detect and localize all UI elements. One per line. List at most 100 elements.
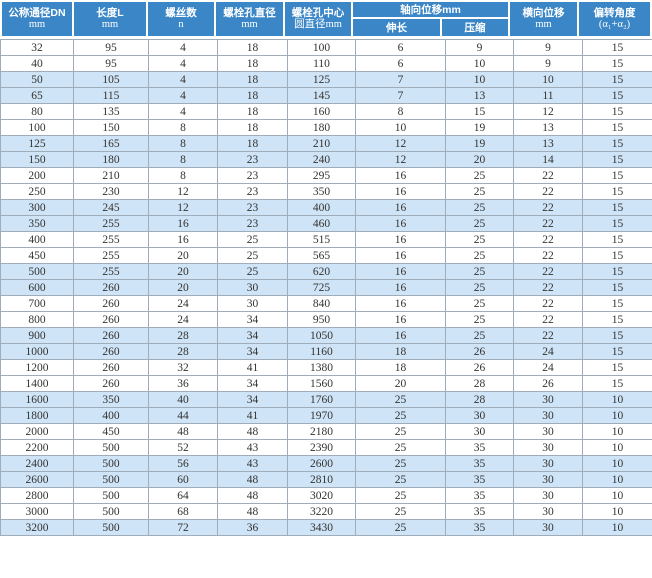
table-cell: 450	[73, 423, 149, 440]
table-cell: 25	[445, 327, 514, 344]
table-row: 1400 260 36 34 1560 20 28 26 15	[0, 375, 652, 392]
header-lateral-displacement: 横向位移 mm	[510, 2, 579, 36]
table-cell: 125	[0, 135, 74, 152]
table-cell: 700	[0, 295, 74, 312]
table-cell: 450	[0, 247, 74, 264]
header-bolt-hole-diameter-unit: mm	[241, 19, 258, 30]
table-row: 50 105 4 18 125 7 10 10 15	[0, 71, 652, 88]
table-row: 900 260 28 34 1050 16 25 22 15	[0, 327, 652, 344]
table-cell: 12	[355, 135, 446, 152]
table-cell: 10	[582, 423, 652, 440]
table-cell: 18	[217, 71, 288, 88]
table-cell: 25	[445, 167, 514, 184]
table-cell: 35	[445, 487, 514, 504]
table-cell: 35	[445, 439, 514, 456]
table-cell: 25	[445, 199, 514, 216]
table-cell: 15	[582, 279, 652, 296]
table-cell: 2000	[0, 423, 74, 440]
table-cell: 240	[287, 151, 356, 168]
table-cell: 22	[513, 199, 583, 216]
table-cell: 30	[513, 471, 583, 488]
table-cell: 25	[355, 407, 446, 424]
table-cell: 100	[287, 39, 356, 56]
table-cell: 400	[0, 231, 74, 248]
table-cell: 25	[355, 519, 446, 536]
table-cell: 840	[287, 295, 356, 312]
table-cell: 34	[217, 375, 288, 392]
table-cell: 34	[217, 311, 288, 328]
table-cell: 25	[445, 215, 514, 232]
table-cell: 10	[582, 391, 652, 408]
table-cell: 10	[513, 71, 583, 88]
table-cell: 25	[445, 183, 514, 200]
table-row: 80 135 4 18 160 8 15 12 15	[0, 103, 652, 120]
table-cell: 350	[73, 391, 149, 408]
table-cell: 8	[148, 151, 218, 168]
table-row: 32 95 4 18 100 6 9 9 15	[0, 39, 652, 56]
table-cell: 115	[73, 87, 149, 104]
header-axial-displacement-label: 轴向位移mm	[400, 3, 461, 16]
table-cell: 16	[355, 199, 446, 216]
table-cell: 15	[582, 343, 652, 360]
table-row: 1600 350 40 34 1760 25 28 30 10	[0, 391, 652, 408]
table-cell: 255	[73, 247, 149, 264]
table-cell: 15	[582, 263, 652, 280]
header-axial-compression: 压缩	[442, 19, 510, 36]
table-cell: 30	[445, 423, 514, 440]
table-cell: 8	[148, 167, 218, 184]
table-cell: 16	[355, 263, 446, 280]
table-cell: 22	[513, 311, 583, 328]
table-cell: 500	[73, 439, 149, 456]
table-cell: 8	[148, 119, 218, 136]
table-row: 2200 500 52 43 2390 25 35 30 10	[0, 439, 652, 456]
table-cell: 43	[217, 455, 288, 472]
table-cell: 2600	[287, 455, 356, 472]
table-cell: 15	[582, 247, 652, 264]
table-cell: 20	[148, 247, 218, 264]
table-cell: 15	[582, 199, 652, 216]
table-cell: 7	[355, 71, 446, 88]
table-cell: 34	[217, 391, 288, 408]
table-cell: 4	[148, 87, 218, 104]
table-cell: 2600	[0, 471, 74, 488]
table-cell: 30	[217, 295, 288, 312]
table-cell: 6	[355, 55, 446, 72]
header-axial-extension: 伸长	[353, 19, 442, 36]
table-cell: 26	[445, 359, 514, 376]
table-cell: 16	[148, 231, 218, 248]
table-cell: 36	[148, 375, 218, 392]
table-cell: 600	[0, 279, 74, 296]
table-cell: 3020	[287, 487, 356, 504]
table-cell: 14	[513, 151, 583, 168]
header-length: 长度L mm	[74, 2, 148, 36]
table-cell: 95	[73, 55, 149, 72]
table-cell: 36	[217, 519, 288, 536]
table-cell: 1760	[287, 391, 356, 408]
header-nominal-diameter-unit: mm	[28, 19, 46, 30]
table-row: 3200 500 72 36 3430 25 35 30 10	[0, 519, 652, 536]
table-cell: 48	[148, 423, 218, 440]
table-cell: 260	[73, 327, 149, 344]
table-cell: 10	[582, 487, 652, 504]
table-row: 600 260 20 30 725 16 25 22 15	[0, 279, 652, 296]
table-cell: 34	[217, 343, 288, 360]
table-cell: 9	[513, 55, 583, 72]
table-cell: 25	[445, 279, 514, 296]
table-row: 1200 260 32 41 1380 18 26 24 15	[0, 359, 652, 376]
table-cell: 15	[582, 295, 652, 312]
table-cell: 34	[217, 327, 288, 344]
table-cell: 500	[73, 471, 149, 488]
table-cell: 12	[355, 151, 446, 168]
table-cell: 40	[148, 391, 218, 408]
table-cell: 1050	[287, 327, 356, 344]
table-cell: 725	[287, 279, 356, 296]
header-length-label: 长度L	[96, 7, 124, 19]
table-cell: 48	[217, 471, 288, 488]
table-cell: 300	[0, 199, 74, 216]
table-cell: 2200	[0, 439, 74, 456]
table-cell: 20	[148, 279, 218, 296]
table-row: 1000 260 28 34 1160 18 26 24 15	[0, 343, 652, 360]
table-cell: 35	[445, 455, 514, 472]
table-cell: 950	[287, 311, 356, 328]
